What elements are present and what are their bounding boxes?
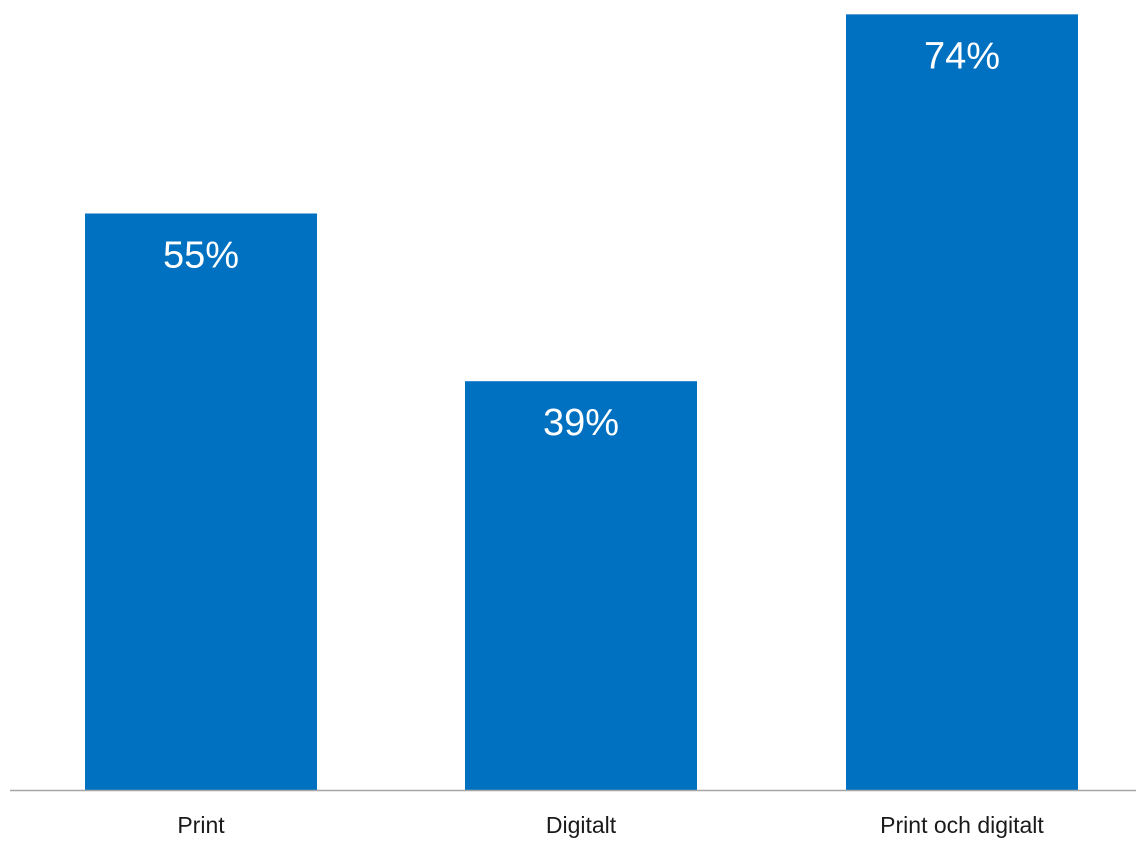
bar-0: [85, 213, 317, 791]
category-label-0: Print: [177, 812, 225, 838]
value-label-2: 74%: [924, 35, 1000, 77]
value-labels-group: 55% 39% 74%: [163, 35, 1000, 444]
category-labels-group: Print Digitalt Print och digitalt: [177, 812, 1044, 838]
bars-group: [85, 14, 1078, 791]
category-label-1: Digitalt: [546, 812, 617, 838]
bar-1: [465, 381, 697, 790]
value-label-1: 39%: [543, 402, 619, 444]
value-label-0: 55%: [163, 234, 239, 276]
bar-2: [846, 14, 1078, 791]
category-label-2: Print och digitalt: [880, 812, 1044, 838]
